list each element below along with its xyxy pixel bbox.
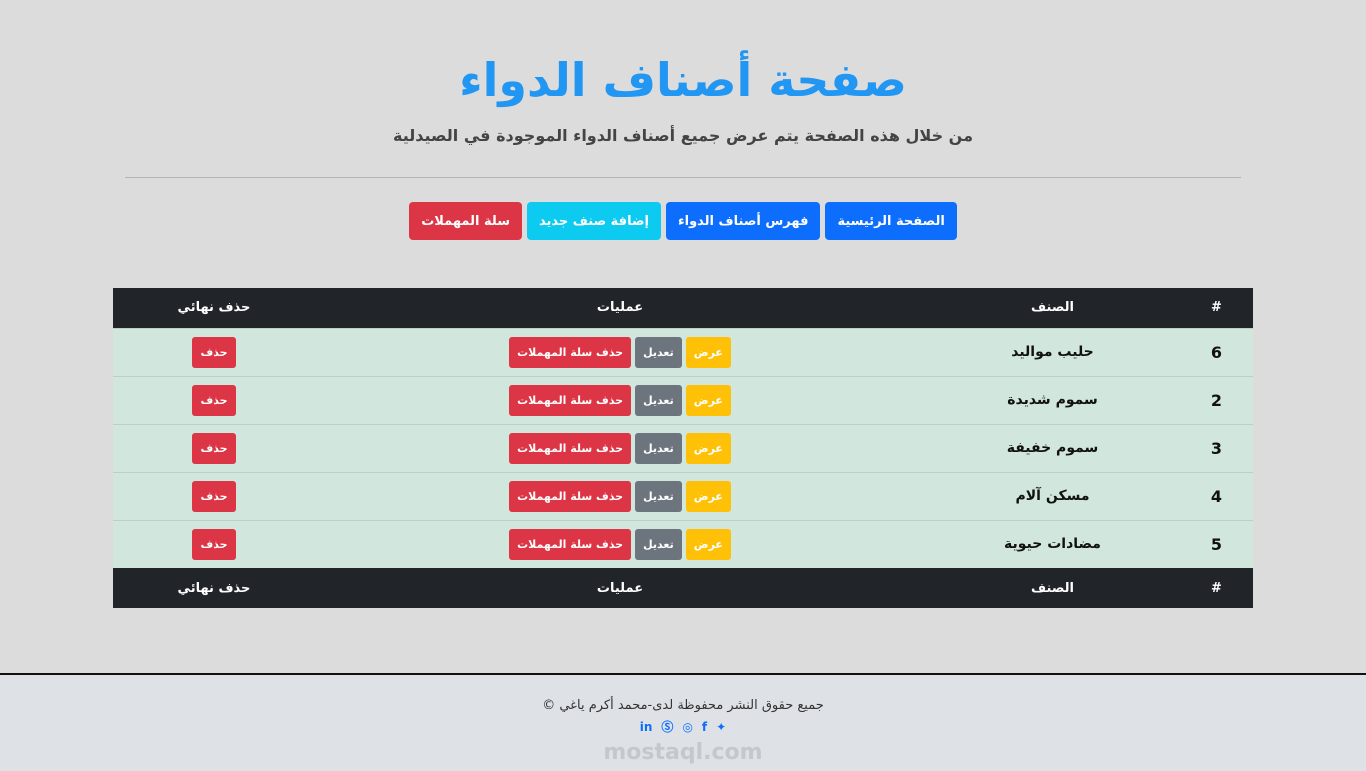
divider [125,177,1241,178]
row-id: 5 [1180,519,1253,568]
view-button[interactable]: عرض [685,480,731,512]
foot-col-id: # [1180,568,1253,608]
categories-table: # الصنف عمليات حذف نهائي 6 حليب مواليد ع… [113,288,1253,608]
col-ops: عمليات [315,288,925,328]
view-button[interactable]: عرض [685,336,731,368]
trash-button[interactable]: سلة المهملات [409,202,522,240]
foot-col-delete: حذف نهائي [113,568,315,608]
edit-button[interactable]: تعديل [635,336,682,368]
social-links: in Ⓢ ◎ f ✦ [0,719,1366,735]
row-delete: حذف [113,375,315,424]
row-delete: حذف [113,423,315,472]
instagram-icon[interactable]: ◎ [682,720,693,734]
row-id: 6 [1180,327,1253,376]
delete-button[interactable]: حذف [192,528,236,560]
foot-col-ops: عمليات [315,568,925,608]
soft-delete-button[interactable]: حذف سلة المهملات [509,528,632,560]
table-row: 4 مسكن آلام عرض تعديل حذف سلة المهملات ح… [113,471,1253,520]
table-row: 2 سموم شديدة عرض تعديل حذف سلة المهملات … [113,375,1253,424]
row-ops: عرض تعديل حذف سلة المهملات [315,519,925,568]
twitter-icon[interactable]: ✦ [716,720,727,734]
nav-bar: الصفحة الرئيسية فهرس أصناف الدواء إضافة … [0,202,1366,240]
foot-col-name: الصنف [925,568,1180,608]
watermark: mostaql.com [603,740,763,765]
row-name: مضادات حيوية [925,519,1180,568]
view-button[interactable]: عرض [685,384,731,416]
view-button[interactable]: عرض [685,432,731,464]
add-category-button[interactable]: إضافة صنف جديد [527,202,661,240]
soft-delete-button[interactable]: حذف سلة المهملات [509,336,632,368]
col-name: الصنف [925,288,1180,328]
linkedin-icon[interactable]: in [639,720,653,734]
page-title: صفحة أصناف الدواء [459,53,907,107]
row-delete: حذف [113,327,315,376]
table-row: 6 حليب مواليد عرض تعديل حذف سلة المهملات… [113,327,1253,376]
edit-button[interactable]: تعديل [635,432,682,464]
row-ops: عرض تعديل حذف سلة المهملات [315,375,925,424]
row-name: مسكن آلام [925,471,1180,520]
row-id: 2 [1180,375,1253,424]
delete-button[interactable]: حذف [192,480,236,512]
row-delete: حذف [113,519,315,568]
delete-button[interactable]: حذف [192,384,236,416]
row-id: 3 [1180,423,1253,472]
row-name: حليب مواليد [925,327,1180,376]
delete-button[interactable]: حذف [192,432,236,464]
skype-icon[interactable]: Ⓢ [661,720,674,734]
index-button[interactable]: فهرس أصناف الدواء [665,202,821,240]
soft-delete-button[interactable]: حذف سلة المهملات [509,432,632,464]
row-id: 4 [1180,471,1253,520]
soft-delete-button[interactable]: حذف سلة المهملات [509,384,632,416]
soft-delete-button[interactable]: حذف سلة المهملات [509,480,632,512]
row-delete: حذف [113,471,315,520]
edit-button[interactable]: تعديل [635,480,682,512]
col-delete: حذف نهائي [113,288,315,328]
row-ops: عرض تعديل حذف سلة المهملات [315,423,925,472]
row-name: سموم شديدة [925,375,1180,424]
footer: جميع حقوق النشر محفوظة لدى-محمد أكرم ياغ… [0,673,1366,771]
row-ops: عرض تعديل حذف سلة المهملات [315,471,925,520]
col-id: # [1180,288,1253,328]
copyright: جميع حقوق النشر محفوظة لدى-محمد أكرم ياغ… [542,698,824,713]
delete-button[interactable]: حذف [192,336,236,368]
home-button[interactable]: الصفحة الرئيسية [825,202,957,240]
edit-button[interactable]: تعديل [635,528,682,560]
row-ops: عرض تعديل حذف سلة المهملات [315,327,925,376]
table-row: 5 مضادات حيوية عرض تعديل حذف سلة المهملا… [113,519,1253,568]
view-button[interactable]: عرض [685,528,731,560]
row-name: سموم خفيفة [925,423,1180,472]
facebook-icon[interactable]: f [701,720,708,734]
table-row: 3 سموم خفيفة عرض تعديل حذف سلة المهملات … [113,423,1253,472]
edit-button[interactable]: تعديل [635,384,682,416]
page-subtitle: من خلال هذه الصفحة يتم عرض جميع أصناف ال… [393,126,973,145]
